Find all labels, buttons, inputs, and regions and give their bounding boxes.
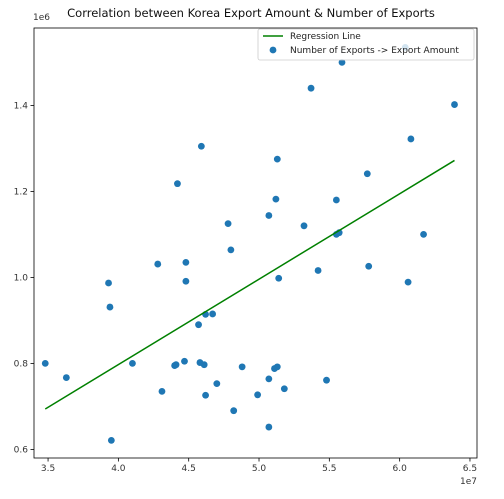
chart-title: Correlation between Korea Export Amount … (67, 6, 435, 20)
y-tick-label: 1.0 (14, 273, 29, 283)
scatter-point (254, 391, 262, 399)
x-axis: 3.5 4.0 4.5 5.0 5.5 6.0 6.5 (41, 458, 477, 474)
y-tick-label: 1.4 (14, 101, 29, 111)
regression-line (44, 159, 455, 410)
scatter-point (273, 363, 281, 371)
scatter-point (182, 277, 190, 285)
scatter-point (62, 374, 70, 381)
scatter-point (273, 155, 281, 163)
plot-frame (33, 27, 478, 459)
scatter-point (314, 267, 322, 274)
x-tick-label: 6.5 (463, 464, 477, 474)
scatter-point (420, 231, 427, 238)
scatter-point (238, 363, 246, 371)
scatter-point (265, 212, 273, 219)
scatter-point (182, 258, 190, 266)
x-tick-label: 5.0 (252, 464, 267, 474)
scatter-point (272, 195, 280, 203)
x-tick-label: 6.0 (392, 464, 407, 474)
x-tick-label: 4.0 (111, 464, 126, 474)
x-tick-label: 3.5 (41, 464, 55, 474)
scatter-point (106, 303, 114, 311)
scatter-point (323, 376, 330, 384)
scatter-point (265, 423, 273, 431)
x-axis-offset-label: 1e7 (460, 477, 477, 487)
scatter-point (174, 180, 181, 188)
scatter-point (227, 246, 235, 254)
scatter-point (224, 220, 232, 228)
scatter-point (209, 310, 217, 318)
scatter-point (365, 262, 373, 270)
scatter-point (197, 142, 205, 150)
y-tick-label: 1.2 (14, 187, 28, 197)
x-tick-label: 4.5 (182, 464, 196, 474)
scatter-point (154, 260, 162, 268)
scatter-point (105, 279, 112, 287)
scatter-point (181, 357, 188, 365)
scatter-point (404, 278, 412, 286)
legend: Regression Line Number of Exports -> Expo… (257, 28, 475, 61)
legend-box (257, 28, 475, 61)
scatter-point (158, 387, 166, 395)
scatter-point (172, 361, 180, 369)
scatter-point (107, 436, 115, 444)
scatter-point (275, 274, 283, 282)
scatter-point (213, 380, 221, 388)
legend-label-scatter: Number of Exports -> Export Amount (290, 46, 459, 56)
scatter-point (307, 84, 315, 92)
scatter-point (332, 196, 340, 204)
x-tick-label: 5.5 (322, 464, 336, 474)
scatter-point (451, 101, 458, 108)
scatter-point (300, 222, 308, 230)
y-tick-label: 0.6 (14, 445, 29, 455)
scatter-point (202, 391, 209, 399)
plot-area (41, 43, 458, 444)
y-axis-offset-label: 1e6 (33, 13, 50, 23)
y-axis: 0.6 0.8 1.0 1.2 1.4 (14, 101, 34, 455)
scatter-point (195, 321, 202, 329)
scatter-point (200, 361, 208, 369)
scatter-point (230, 407, 238, 415)
y-tick-label: 0.8 (14, 359, 29, 369)
scatter-point (129, 360, 136, 367)
legend-dot-swatch (269, 46, 277, 54)
scatter-point (265, 375, 273, 383)
scatter-point (338, 59, 346, 66)
scatter-point (41, 360, 49, 367)
scatter-point (407, 135, 415, 143)
legend-label-regression: Regression Line (290, 32, 361, 42)
scatter-point (280, 385, 288, 393)
scatter-point (363, 170, 371, 178)
